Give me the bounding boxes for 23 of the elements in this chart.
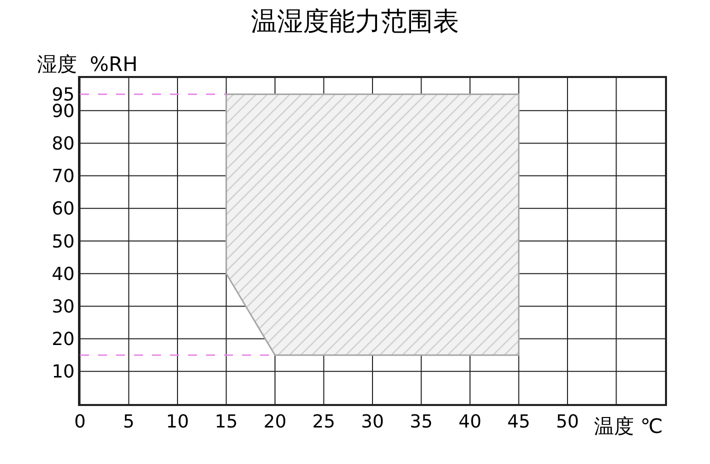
y-tick-label: 80 bbox=[52, 134, 75, 154]
y-axis-title: 湿度 %RH bbox=[37, 52, 138, 76]
x-tick-label: 30 bbox=[361, 411, 384, 432]
y-tick-label: 20 bbox=[52, 329, 75, 350]
y-tick-label: 40 bbox=[52, 264, 75, 285]
y-tick-label: 90 bbox=[52, 100, 75, 122]
y-tick-label: 10 bbox=[52, 362, 75, 383]
x-tick-label: 0 bbox=[74, 411, 86, 432]
x-axis-title: 温度 ℃ bbox=[594, 414, 663, 438]
x-tick-label: 25 bbox=[312, 411, 336, 432]
x-tick-label: 45 bbox=[507, 411, 530, 432]
x-tick-label: 20 bbox=[264, 411, 286, 432]
x-tick-label: 40 bbox=[458, 411, 482, 432]
y-tick-label: 60 bbox=[52, 198, 75, 220]
x-tick-label: 35 bbox=[410, 411, 433, 432]
y-tick-label: 70 bbox=[52, 166, 75, 188]
x-tick-label: 10 bbox=[166, 411, 189, 432]
y-tick-label: 50 bbox=[52, 231, 75, 252]
chart-title: 温湿度能力范围表 bbox=[251, 6, 459, 37]
y-tick-label: 30 bbox=[52, 296, 75, 318]
x-tick-label: 15 bbox=[214, 411, 238, 432]
x-tick-label: 50 bbox=[556, 411, 579, 432]
x-tick-label: 5 bbox=[123, 411, 134, 432]
